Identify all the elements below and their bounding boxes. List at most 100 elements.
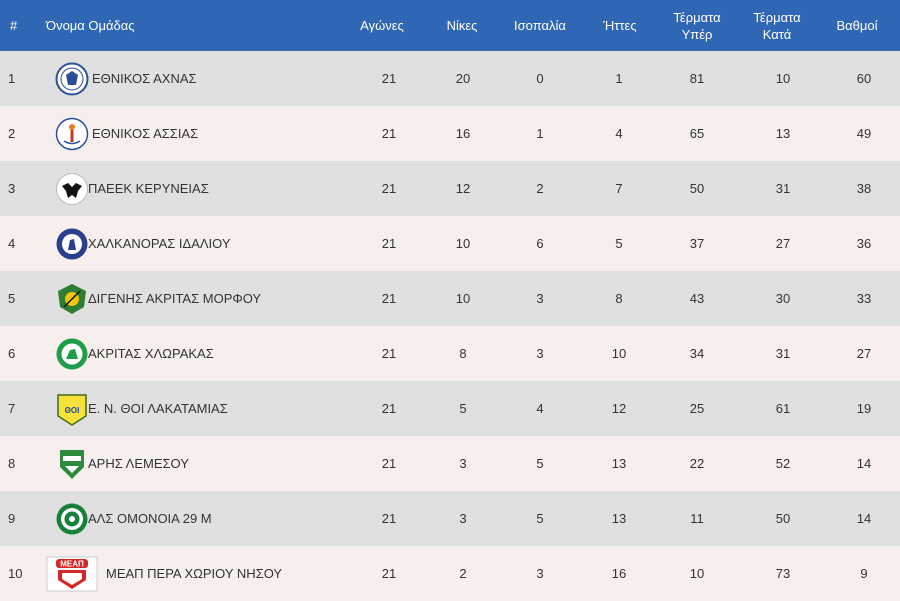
team-logo-icon <box>46 271 98 326</box>
cell-draws: 5 <box>536 511 544 526</box>
header-goals-for-line2: Υπέρ <box>681 26 713 42</box>
cell-played: 21 <box>381 126 397 141</box>
cell-points: 36 <box>856 236 872 251</box>
team-name[interactable]: ΕΘΝΙΚΟΣ ΑΣΣΙΑΣ <box>92 126 199 141</box>
row-position: 3 <box>8 181 16 196</box>
team-name[interactable]: ΠΑΕΕΚ ΚΕΡΥΝΕΙΑΣ <box>88 181 209 196</box>
row-position: 10 <box>8 566 23 581</box>
cell-points: 19 <box>856 401 872 416</box>
cell-goals-for: 81 <box>689 71 705 86</box>
team-name[interactable]: ΑΚΡΙΤΑΣ ΧΛΩΡΑΚΑΣ <box>88 346 214 361</box>
team-name[interactable]: Ε. Ν. ΘΟΙ ΛΑΚΑΤΑΜΙΑΣ <box>88 401 228 416</box>
team-name[interactable]: ΧΑΛΚΑΝΟΡΑΣ ΙΔΑΛΙΟΥ <box>88 236 231 251</box>
cell-goals-for: 37 <box>689 236 705 251</box>
header-losses[interactable]: Ήττες <box>603 18 637 33</box>
ethnikos-assias-crest-icon <box>55 117 89 150</box>
row-position: 2 <box>8 126 16 141</box>
team-name[interactable]: ΑΛΣ ΟΜΟΝΟΙΑ 29 Μ <box>88 511 212 526</box>
cell-draws: 2 <box>536 181 544 196</box>
header-goals-for[interactable]: Τέρματα Υπέρ <box>662 0 732 51</box>
cell-losses: 5 <box>615 236 623 251</box>
row-position: 1 <box>8 71 16 86</box>
header-team-name[interactable]: Όνομα Ομάδας <box>46 18 135 33</box>
cell-goals-against: 27 <box>775 236 791 251</box>
header-draws[interactable]: Ισοπαλία <box>514 18 566 33</box>
cell-goals-for: 34 <box>689 346 705 361</box>
table-row[interactable]: 4 ΧΑΛΚΑΝΟΡΑΣ ΙΔΑΛΙΟΥ 21 10 6 5 37 27 36 <box>0 216 900 271</box>
digenis-crest-icon <box>58 283 86 314</box>
thoi-crest-icon: ΘΟΙ <box>57 393 87 426</box>
header-points[interactable]: Βαθμοί <box>836 18 878 33</box>
cell-losses: 12 <box>611 401 627 416</box>
svg-text:ΘΟΙ: ΘΟΙ <box>65 406 80 415</box>
cell-wins: 10 <box>455 236 471 251</box>
cell-draws: 3 <box>536 291 544 306</box>
table-row[interactable]: 2 ΕΘΝΙΚΟΣ ΑΣΣΙΑΣ 21 16 1 4 65 13 49 <box>0 106 900 161</box>
cell-played: 21 <box>381 346 397 361</box>
cell-losses: 13 <box>611 511 627 526</box>
header-played[interactable]: Αγώνες <box>360 18 404 33</box>
cell-draws: 6 <box>536 236 544 251</box>
cell-losses: 7 <box>615 181 623 196</box>
cell-goals-against: 61 <box>775 401 791 416</box>
cell-goals-against: 31 <box>775 346 791 361</box>
team-name[interactable]: ΕΘΝΙΚΟΣ ΑΧΝΑΣ <box>92 71 197 86</box>
table-row[interactable]: 5 ΔΙΓΕΝΗΣ ΑΚΡΙΤΑΣ ΜΟΡΦΟΥ 21 10 3 8 43 30 33 <box>0 271 900 326</box>
aris-crest-icon <box>60 449 84 479</box>
cell-played: 21 <box>381 566 397 581</box>
team-logo-icon: ΜΕΑΠ <box>46 546 98 601</box>
cell-draws: 3 <box>536 346 544 361</box>
cell-wins: 16 <box>455 126 471 141</box>
cell-wins: 20 <box>455 71 471 86</box>
chalkanoras-crest-icon <box>56 228 88 259</box>
table-row[interactable]: 3 ΠΑΕΕΚ ΚΕΡΥΝΕΙΑΣ 21 12 2 7 50 31 38 <box>0 161 900 216</box>
table-row[interactable]: 9 ΑΛΣ ΟΜΟΝΟΙΑ 29 Μ 21 3 5 13 11 50 14 <box>0 491 900 546</box>
header-wins[interactable]: Νίκες <box>446 18 478 33</box>
row-position: 4 <box>8 236 16 251</box>
table-header: # Όνομα Ομάδας Αγώνες Νίκες Ισοπαλία Ήττ… <box>0 0 900 51</box>
team-logo-icon <box>46 51 98 106</box>
paeek-crest-icon <box>56 172 88 205</box>
cell-played: 21 <box>381 401 397 416</box>
team-logo-icon <box>46 491 98 546</box>
header-goals-against-line2: Κατά <box>762 26 792 42</box>
table-row[interactable]: 6 ΑΚΡΙΤΑΣ ΧΛΩΡΑΚΑΣ 21 8 3 10 34 31 27 <box>0 326 900 381</box>
table-row[interactable]: 10 ΜΕΑΠ ΜΕΑΠ ΠΕΡΑ ΧΩΡΙΟΥ ΝΗΣΟΥ 21 2 3 16 10 73 9 <box>0 546 900 601</box>
cell-losses: 8 <box>615 291 623 306</box>
table-row[interactable]: 8 ΑΡΗΣ ΛΕΜΕΣΟΥ 21 3 5 13 22 52 14 <box>0 436 900 491</box>
row-position: 7 <box>8 401 16 416</box>
cell-played: 21 <box>381 456 397 471</box>
cell-played: 21 <box>381 291 397 306</box>
row-position: 5 <box>8 291 16 306</box>
table-row[interactable]: 1 ΕΘΝΙΚΟΣ ΑΧΝΑΣ 21 20 0 1 81 10 60 <box>0 51 900 106</box>
akritas-crest-icon <box>56 338 88 369</box>
header-position[interactable]: # <box>10 18 18 33</box>
cell-wins: 3 <box>459 456 467 471</box>
cell-losses: 1 <box>615 71 623 86</box>
team-logo-icon <box>46 161 98 216</box>
cell-goals-for: 10 <box>689 566 705 581</box>
omonoia-crest-icon <box>56 503 88 534</box>
cell-goals-for: 25 <box>689 401 705 416</box>
cell-goals-for: 43 <box>689 291 705 306</box>
cell-draws: 1 <box>536 126 544 141</box>
cell-goals-against: 52 <box>775 456 791 471</box>
table-row[interactable]: 7 ΘΟΙ Ε. Ν. ΘΟΙ ΛΑΚΑΤΑΜΙΑΣ 21 5 4 12 25 61 19 <box>0 381 900 436</box>
cell-losses: 13 <box>611 456 627 471</box>
team-name[interactable]: ΑΡΗΣ ΛΕΜΕΣΟΥ <box>88 456 189 471</box>
cell-wins: 10 <box>455 291 471 306</box>
row-position: 9 <box>8 511 16 526</box>
table-body: 1 ΕΘΝΙΚΟΣ ΑΧΝΑΣ 21 20 0 1 81 10 60 2 ΕΘΝΙΚΟΣ ΑΣΣΙΑ… <box>0 51 900 601</box>
cell-goals-against: 31 <box>775 181 791 196</box>
team-name[interactable]: ΔΙΓΕΝΗΣ ΑΚΡΙΤΑΣ ΜΟΡΦΟΥ <box>88 291 262 306</box>
cell-played: 21 <box>381 511 397 526</box>
header-goals-against[interactable]: Τέρματα Κατά <box>742 0 812 51</box>
row-position: 8 <box>8 456 16 471</box>
cell-points: 14 <box>856 456 872 471</box>
team-name[interactable]: ΜΕΑΠ ΠΕΡΑ ΧΩΡΙΟΥ ΝΗΣΟΥ <box>106 566 283 581</box>
cell-losses: 4 <box>615 126 623 141</box>
cell-goals-against: 73 <box>775 566 791 581</box>
team-logo-icon: ΘΟΙ <box>46 381 98 436</box>
cell-points: 33 <box>856 291 872 306</box>
